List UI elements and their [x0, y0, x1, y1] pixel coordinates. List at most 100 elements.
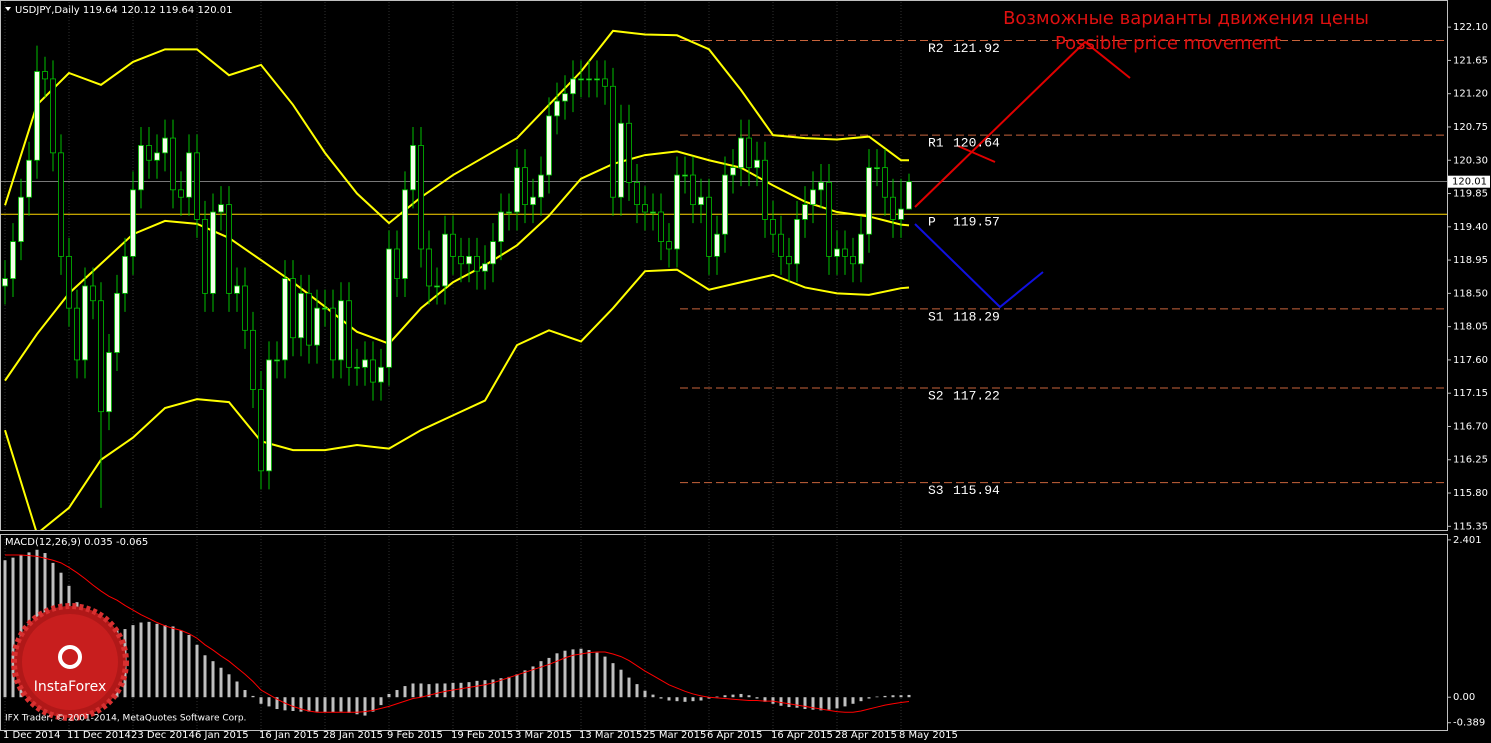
macd-bar	[651, 694, 655, 698]
candle-body	[698, 196, 704, 206]
y-tick-label: 119.40	[1453, 222, 1488, 233]
y-tick-label: 119.85	[1453, 189, 1488, 200]
band-line	[4, 29, 909, 225]
pivot-name: S2	[928, 388, 944, 403]
candle-body	[58, 152, 64, 257]
pivot-value: 120.64	[953, 136, 1000, 151]
macd-bar	[395, 690, 399, 698]
candle-body	[506, 211, 512, 214]
macd-bar	[507, 676, 511, 698]
candle-body	[538, 174, 544, 198]
pivot-value: 121.92	[953, 41, 1000, 56]
macd-bar	[283, 697, 287, 711]
macd-bar	[315, 697, 319, 712]
x-tick-label: 16 Jan 2015	[259, 730, 319, 741]
candle-body	[842, 248, 848, 257]
macd-bar	[787, 697, 791, 708]
macd-bar	[635, 684, 639, 698]
macd-bar	[475, 680, 479, 698]
macd-bar	[771, 697, 775, 704]
candle-body	[786, 255, 792, 265]
candle-body	[834, 248, 840, 257]
candle-body	[346, 300, 352, 368]
macd-bar	[747, 695, 751, 698]
y-tick-label: 117.15	[1453, 388, 1488, 399]
candle-body	[466, 255, 472, 265]
pivot-value: 118.29	[953, 309, 1000, 324]
macd-bar	[299, 697, 303, 712]
candle-body	[306, 292, 312, 346]
macd-bar	[411, 683, 415, 698]
candle-body	[82, 285, 88, 361]
macd-bar	[3, 560, 7, 698]
macd-bar	[539, 661, 543, 698]
logo: InstaForex	[11, 603, 129, 721]
candle-body	[882, 167, 888, 198]
macd-bar	[211, 661, 215, 698]
macd-bar	[291, 697, 295, 711]
candle-body	[202, 219, 208, 294]
candle-body	[738, 137, 744, 169]
y-tick-label: 116.70	[1453, 421, 1488, 432]
macd-bar	[307, 697, 311, 712]
macd-bar	[339, 697, 343, 712]
macd-bar	[883, 695, 887, 698]
candle-body	[402, 189, 408, 279]
macd-bar	[867, 697, 871, 699]
y-tick-label: 121.65	[1453, 55, 1488, 66]
macd-bar	[667, 697, 671, 701]
y-tick-label: 121.20	[1453, 89, 1488, 100]
candle-body	[34, 71, 40, 161]
macd-bar	[779, 697, 783, 706]
y-tick-label: 122.10	[1453, 22, 1488, 33]
macd-bar	[691, 697, 695, 702]
pivot-name: R2	[928, 41, 944, 56]
macd-bar	[419, 683, 423, 698]
macd-bar	[723, 695, 727, 698]
macd-bar	[355, 697, 359, 715]
macd-bar	[563, 650, 567, 698]
macd-bar	[627, 677, 631, 698]
y-tick-label: 0.00	[1453, 692, 1475, 703]
macd-bar	[251, 695, 255, 698]
candle-body	[754, 159, 760, 169]
pivot-value: 117.22	[953, 388, 1000, 403]
candle-body	[474, 255, 480, 272]
candle-body	[482, 263, 488, 272]
macd-bar	[907, 694, 911, 698]
x-tick-label: 16 Apr 2015	[771, 730, 833, 741]
macd-bar	[595, 652, 599, 698]
candle-body	[450, 233, 456, 257]
candle-body	[554, 100, 560, 117]
candle-body	[266, 359, 272, 472]
candle-body	[794, 219, 800, 265]
macd-bar	[699, 697, 703, 701]
candle-body	[618, 122, 624, 198]
macd-bar	[603, 656, 607, 698]
macd-bar	[259, 697, 263, 704]
candle-body	[578, 78, 584, 81]
macd-bar	[547, 657, 551, 698]
macd-bar	[379, 697, 383, 706]
candle-body	[674, 174, 680, 250]
x-tick-label: 23 Dec 2014	[131, 730, 195, 741]
candle-body	[162, 137, 168, 154]
annotation-ru: Возможные варианты движения цены	[1003, 8, 1369, 29]
macd-bar	[195, 644, 199, 698]
candle-body	[770, 219, 776, 235]
pivot-value: 115.94	[953, 483, 1000, 498]
macd-bar	[707, 697, 711, 699]
macd-bar	[515, 674, 519, 698]
candle-body	[226, 204, 232, 294]
candle-body	[898, 208, 904, 220]
macd-bar	[275, 697, 279, 710]
candle-body	[258, 389, 264, 472]
macd-header: MACD(12,26,9) 0.035 -0.065	[5, 537, 148, 548]
macd-bar	[555, 653, 559, 698]
candle-body	[626, 122, 632, 183]
x-tick-label: 1 Dec 2014	[3, 730, 61, 741]
macd-bar	[235, 681, 239, 698]
macd-bar	[427, 684, 431, 698]
macd-bar	[155, 623, 159, 698]
